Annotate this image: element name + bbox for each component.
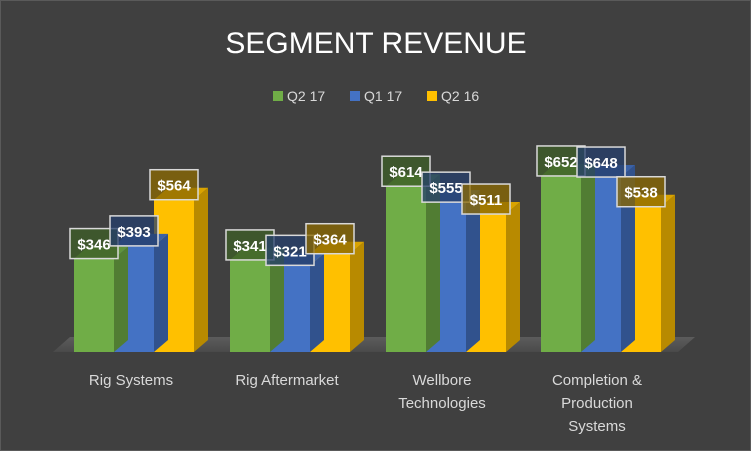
data-label-0-1: $393 bbox=[109, 215, 159, 247]
category-label-3: Production bbox=[561, 395, 633, 412]
chart-title: SEGMENT REVENUE bbox=[225, 27, 526, 60]
data-labels: $346 $393 $564 $341 $321 $364 $614 $555 $511 $652… bbox=[69, 145, 666, 267]
data-label-box bbox=[149, 168, 199, 201]
bar-front bbox=[74, 258, 114, 352]
category-label-3: Systems bbox=[568, 418, 626, 435]
data-label-text: $511 bbox=[470, 192, 503, 209]
data-label-text: $538 bbox=[624, 185, 657, 202]
data-label-2-2: $511 bbox=[461, 183, 511, 215]
legend-swatch-1 bbox=[350, 91, 360, 101]
data-label-3-2: $538 bbox=[616, 175, 666, 208]
chart-floor bbox=[53, 337, 695, 352]
bar-side bbox=[426, 174, 440, 352]
data-label-2-0: $614 bbox=[381, 155, 431, 187]
data-label-text: $652 bbox=[544, 154, 577, 171]
bar-front bbox=[230, 259, 270, 352]
data-label-text: $346 bbox=[77, 237, 110, 254]
data-label-0-2: $564 bbox=[149, 168, 199, 201]
bar-2-0 bbox=[386, 174, 440, 352]
legend-swatch-2 bbox=[427, 91, 437, 101]
bar-front bbox=[386, 186, 426, 352]
legend-swatch-0 bbox=[273, 91, 283, 101]
category-labels: Rig Systems Rig Aftermarket Wellbore Techno… bbox=[89, 372, 642, 435]
bar-side bbox=[621, 165, 635, 352]
data-label-text: $555 bbox=[429, 180, 462, 197]
category-label-2: Wellbore bbox=[413, 372, 472, 389]
data-label-text: $564 bbox=[157, 178, 191, 195]
legend-label-1: Q1 17 bbox=[364, 88, 402, 104]
data-label-text: $341 bbox=[233, 238, 266, 255]
bar-side bbox=[310, 253, 324, 352]
category-label-2: Technologies bbox=[398, 395, 486, 412]
data-label-1-2: $364 bbox=[305, 222, 355, 255]
bar-side bbox=[350, 241, 364, 352]
data-label-box bbox=[381, 155, 431, 187]
bar-side bbox=[114, 246, 128, 352]
legend: Q2 17 Q1 17 Q2 16 bbox=[273, 88, 479, 104]
data-label-box bbox=[461, 183, 511, 215]
bar-3-0 bbox=[541, 163, 595, 352]
bar-side bbox=[581, 163, 595, 352]
bar-1-0 bbox=[230, 247, 284, 352]
data-label-box bbox=[109, 215, 159, 247]
legend-label-2: Q2 16 bbox=[441, 88, 479, 104]
legend-label-0: Q2 17 bbox=[287, 88, 325, 104]
data-label-box bbox=[305, 222, 355, 255]
data-label-box bbox=[616, 175, 666, 208]
category-label-3: Completion & bbox=[552, 372, 642, 389]
data-label-text: $393 bbox=[117, 224, 150, 241]
data-label-text: $321 bbox=[273, 243, 306, 260]
data-label-3-1: $648 bbox=[576, 146, 626, 178]
bar-front bbox=[541, 175, 581, 352]
data-label-text: $648 bbox=[584, 155, 617, 172]
category-label-0: Rig Systems bbox=[89, 372, 173, 389]
data-label-box bbox=[576, 146, 626, 178]
bar-side bbox=[661, 194, 675, 352]
category-label-1: Rig Aftermarket bbox=[235, 372, 339, 389]
bar-side bbox=[506, 202, 520, 352]
bar-side bbox=[194, 187, 208, 352]
bar-side bbox=[154, 233, 168, 352]
bar-0-0 bbox=[74, 246, 128, 352]
bar-side bbox=[466, 190, 480, 352]
data-label-text: $614 bbox=[389, 164, 423, 181]
data-label-text: $364 bbox=[313, 232, 347, 249]
bar-side bbox=[270, 247, 284, 352]
